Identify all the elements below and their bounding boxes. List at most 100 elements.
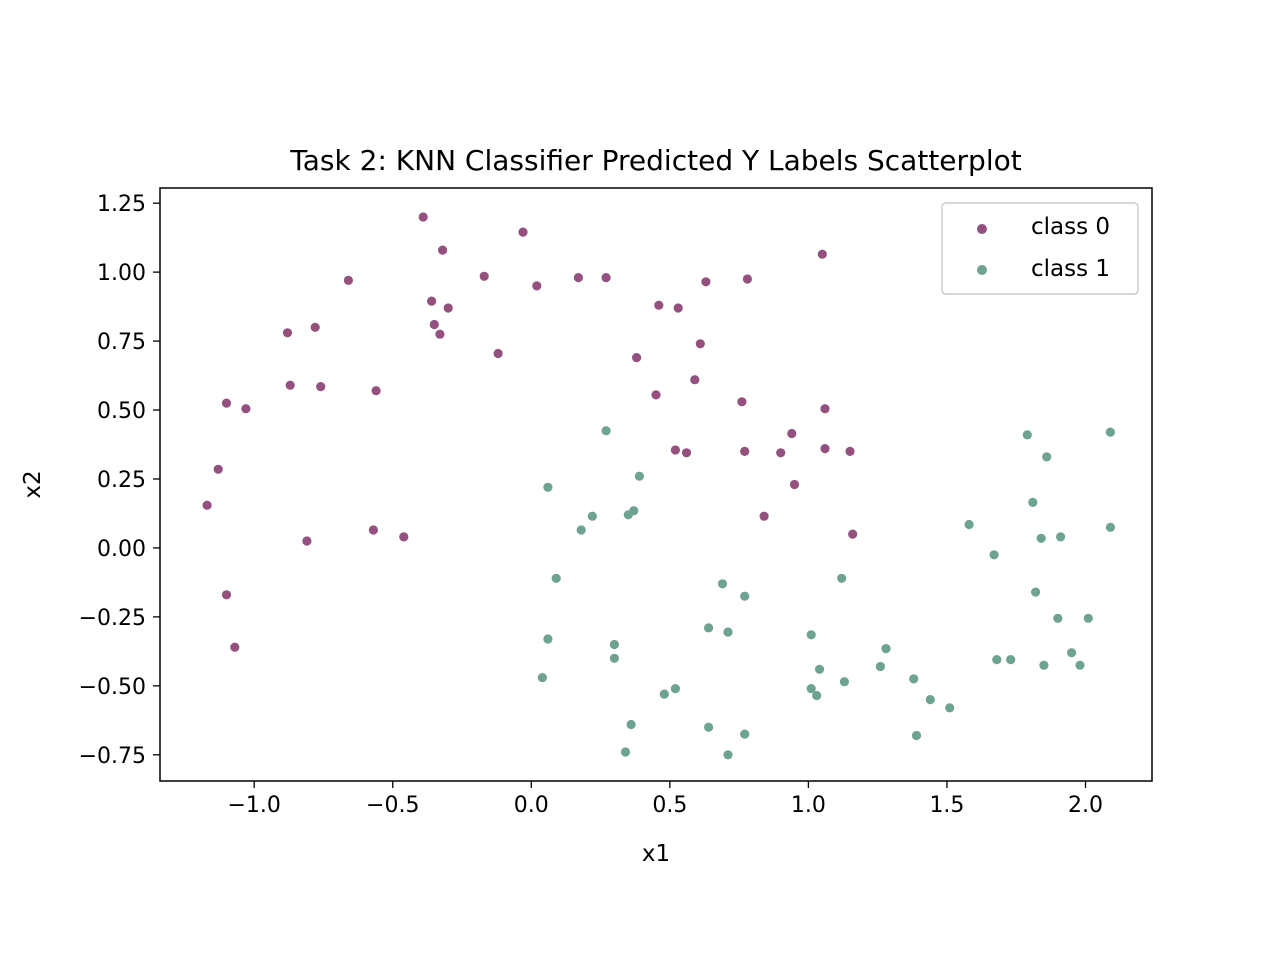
point-class-0-19 — [493, 348, 503, 359]
legend-label-class-1: class 1 — [1031, 256, 1110, 282]
legend-marker-class-1 — [977, 265, 987, 275]
x-tick-label: −0.5 — [366, 793, 419, 818]
point-class-0-44 — [302, 536, 312, 546]
point-class-1-35 — [1105, 427, 1115, 437]
y-tick-label: 0.25 — [97, 468, 146, 493]
legend-label-class-0: class 0 — [1031, 214, 1110, 240]
point-class-0-20 — [632, 353, 642, 363]
x-tick-label: 1.0 — [791, 793, 826, 818]
y-tick-label: −0.75 — [79, 744, 146, 769]
point-class-1-30 — [704, 722, 714, 732]
point-class-0-38 — [213, 464, 223, 474]
point-class-0-2 — [518, 227, 528, 237]
point-class-1-8 — [837, 573, 847, 583]
x-tick-label: −1.0 — [228, 793, 281, 818]
point-class-0-43 — [399, 532, 409, 542]
point-class-0-12 — [443, 303, 453, 313]
y-axis: 1.25 1.00 0.75 0.50 0.25 0.00 −0.25 −0.50 −0.75 — [79, 192, 160, 769]
point-class-1-5 — [629, 506, 639, 516]
point-class-0-32 — [670, 445, 681, 455]
point-class-0-37 — [845, 446, 855, 456]
point-class-1-3 — [587, 511, 597, 521]
point-class-0-14 — [673, 303, 683, 313]
point-class-1-31 — [740, 729, 750, 739]
point-class-0-46 — [221, 590, 232, 600]
point-class-0-15 — [282, 328, 293, 338]
point-class-0-4 — [343, 275, 353, 285]
point-class-1-1 — [634, 471, 645, 481]
point-class-1-49 — [1006, 655, 1016, 665]
point-class-0-45 — [848, 529, 858, 539]
point-class-0-33 — [681, 448, 692, 458]
y-axis-label: x2 — [20, 470, 46, 498]
point-class-1-22 — [839, 677, 850, 687]
point-class-1-42 — [1036, 533, 1046, 543]
point-class-0-13 — [654, 300, 664, 310]
point-class-1-33 — [620, 747, 631, 757]
point-class-0-10 — [532, 281, 542, 291]
legend-box — [941, 202, 1139, 295]
point-class-0-31 — [787, 428, 797, 439]
point-class-0-28 — [241, 404, 251, 414]
point-class-1-25 — [806, 684, 816, 694]
point-class-1-44 — [1031, 587, 1041, 597]
point-class-0-41 — [759, 511, 769, 521]
y-tick-label: 1.00 — [97, 261, 146, 286]
point-class-1-0 — [601, 426, 611, 436]
point-class-0-23 — [316, 382, 326, 392]
point-class-0-7 — [601, 273, 611, 283]
x-tick-label: 0.0 — [514, 793, 549, 818]
point-class-1-21 — [909, 674, 919, 684]
point-class-1-10 — [740, 591, 750, 601]
point-class-0-30 — [820, 404, 830, 414]
point-class-1-7 — [551, 573, 561, 583]
x-tick-label: 1.5 — [929, 793, 964, 818]
point-class-1-6 — [576, 525, 586, 535]
point-class-1-27 — [925, 695, 935, 705]
point-class-1-29 — [626, 719, 636, 730]
y-tick-label: 0.50 — [97, 399, 146, 424]
point-class-0-42 — [368, 525, 378, 535]
point-class-1-45 — [1053, 613, 1063, 623]
point-class-0-25 — [690, 375, 700, 385]
point-class-0-16 — [310, 322, 320, 332]
point-class-0-40 — [202, 500, 212, 510]
x-tick-label: 2.0 — [1068, 793, 1103, 818]
point-class-1-23 — [670, 684, 681, 694]
point-class-0-39 — [789, 479, 800, 490]
point-class-1-26 — [812, 690, 822, 701]
point-class-0-34 — [740, 446, 750, 456]
point-class-0-11 — [427, 296, 437, 306]
chart-title: Task 2: KNN Classifier Predicted Y Label… — [289, 144, 1021, 177]
point-class-1-32 — [911, 730, 922, 741]
point-class-1-16 — [806, 630, 816, 640]
point-class-1-15 — [609, 653, 620, 663]
y-tick-label: 1.25 — [97, 192, 146, 217]
point-class-0-6 — [573, 273, 584, 283]
points-layer — [202, 212, 1115, 760]
point-class-0-17 — [429, 319, 439, 330]
point-class-0-35 — [776, 448, 786, 458]
x-axis-label: x1 — [642, 841, 670, 867]
point-class-0-8 — [701, 277, 711, 287]
legend-marker-class-0 — [977, 224, 987, 234]
point-class-0-5 — [479, 271, 489, 281]
point-class-1-2 — [543, 482, 553, 492]
point-class-1-39 — [964, 519, 974, 530]
point-class-0-9 — [742, 274, 753, 284]
point-class-0-29 — [737, 397, 747, 407]
point-class-1-24 — [659, 689, 669, 699]
point-class-1-43 — [1056, 532, 1066, 542]
legend: class 0 class 1 — [941, 202, 1139, 295]
y-tick-label: 0.00 — [97, 537, 146, 562]
point-class-1-36 — [1022, 430, 1032, 440]
point-class-0-27 — [221, 398, 232, 408]
point-class-1-11 — [704, 623, 714, 633]
point-class-1-38 — [1028, 497, 1038, 507]
y-tick-label: −0.50 — [79, 675, 146, 700]
point-class-0-22 — [285, 380, 295, 390]
point-class-1-50 — [1039, 660, 1049, 670]
point-class-1-28 — [945, 703, 955, 713]
point-class-1-40 — [1105, 522, 1115, 532]
